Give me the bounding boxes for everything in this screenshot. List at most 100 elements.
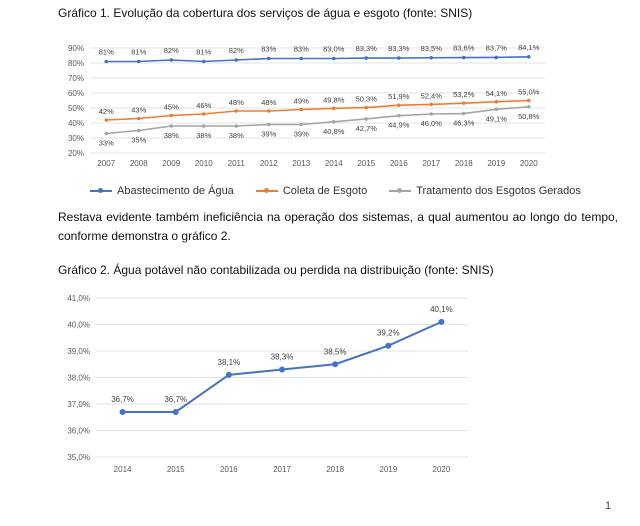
legend-label: Abastecimento de Água	[117, 185, 234, 197]
x-tick-label: 2020	[520, 159, 538, 168]
x-tick-label: 2014	[114, 465, 132, 474]
chart2-caption: Gráfico 2. Água potável não contabilizad…	[58, 263, 494, 277]
data-label: 36,7%	[164, 395, 187, 404]
data-label: 49,8%	[323, 95, 345, 104]
data-point	[136, 59, 141, 64]
data-label: 82%	[164, 46, 179, 55]
x-tick-label: 2017	[422, 159, 440, 168]
coverage-chart: 20% 30% 40% 50% 60% 70% 80% 90% 2007 2008 2009 201…	[68, 43, 545, 168]
data-point	[429, 55, 434, 60]
data-point	[396, 103, 401, 107]
x-tick-label: 2015	[167, 465, 185, 474]
x-tick-label: 2014	[325, 159, 343, 168]
chart2-gridlines	[96, 297, 468, 458]
y-tick-label: 40,0%	[67, 321, 90, 330]
data-point	[364, 56, 369, 60]
data-label: 38%	[229, 131, 244, 140]
data-label: 50,8%	[518, 112, 540, 121]
data-label: 50,3%	[356, 95, 378, 104]
x-tick-label: 2015	[357, 159, 375, 168]
x-tick-label: 2007	[97, 159, 115, 168]
data-point	[494, 55, 499, 60]
data-label: 83,5%	[421, 44, 443, 53]
data-label: 39%	[294, 130, 309, 139]
chart2-y-ticks: 35,0% 36,0% 37,0% 38,0% 39,0% 40,0% 41,0%	[67, 294, 90, 462]
data-point	[396, 56, 401, 60]
data-label: 83,3%	[356, 44, 378, 53]
data-label: 36,7%	[111, 395, 134, 404]
y-tick-label: 37,0%	[67, 400, 90, 409]
data-point	[494, 100, 499, 104]
data-label: 42%	[99, 107, 114, 116]
data-label: 39%	[261, 130, 276, 139]
y-tick-label: 60%	[68, 89, 84, 98]
data-point	[266, 122, 271, 127]
data-label: 84,1%	[518, 43, 540, 52]
data-point	[429, 112, 434, 116]
series-line	[106, 99, 529, 121]
data-label: 43%	[131, 106, 146, 115]
legend-item-abastecimento: Abastecimento de Água	[90, 185, 234, 197]
data-point	[136, 128, 141, 133]
data-point	[234, 58, 239, 62]
data-point	[299, 56, 304, 61]
data-point	[201, 59, 206, 64]
y-tick-label: 40%	[68, 119, 84, 128]
data-label: 46,3%	[453, 119, 475, 128]
data-point	[461, 111, 466, 116]
data-point	[234, 124, 239, 128]
x-tick-label: 2018	[455, 159, 473, 168]
data-point	[364, 105, 369, 110]
y-tick-label: 90%	[68, 44, 84, 53]
data-label: 52,4%	[421, 91, 443, 100]
data-label: 38,1%	[218, 358, 241, 367]
y-tick-label: 41,0%	[67, 294, 90, 303]
chart1-caption: Gráfico 1. Evolução da cobertura dos ser…	[58, 6, 473, 20]
series-line	[106, 56, 529, 63]
data-label: 83%	[294, 45, 309, 54]
data-label: 46,0%	[421, 119, 443, 128]
data-point	[526, 105, 531, 109]
data-label: 81%	[196, 48, 211, 57]
data-point	[119, 408, 126, 415]
data-label: 45%	[164, 103, 179, 112]
legend-swatch-orange	[255, 188, 278, 193]
chart1-gridlines	[90, 47, 545, 154]
y-tick-label: 80%	[68, 59, 84, 68]
x-tick-label: 2008	[130, 159, 148, 168]
data-label: 82%	[229, 46, 244, 55]
x-tick-label: 2010	[195, 159, 213, 168]
data-point	[234, 109, 239, 113]
data-label: 83,7%	[486, 43, 508, 52]
data-label: 38,3%	[271, 353, 294, 362]
x-tick-label: 2013	[292, 159, 310, 168]
data-point	[526, 98, 531, 103]
data-label: 83%	[261, 45, 276, 54]
data-point	[279, 366, 285, 373]
data-point	[438, 318, 445, 325]
x-tick-label: 2017	[273, 465, 291, 474]
data-point	[266, 56, 271, 61]
legend-swatch-gray	[389, 188, 412, 193]
chart1-x-ticks: 2007 2008 2009 2010 2011 2012 2013 2014 2015 2016…	[97, 159, 538, 168]
legend-item-tratamento: Tratamento dos Esgotos Gerados	[389, 185, 581, 197]
chart1-legend: Abastecimento de Água Coleta de Esgoto T…	[90, 185, 581, 197]
data-point	[172, 408, 179, 415]
data-point	[299, 122, 304, 127]
data-label: 53,2%	[453, 90, 475, 99]
x-tick-label: 2019	[379, 465, 397, 474]
data-label: 42,7%	[356, 124, 378, 133]
x-tick-label: 2011	[228, 159, 246, 168]
y-tick-label: 36,0%	[67, 427, 90, 436]
data-point	[385, 342, 392, 349]
x-tick-label: 2012	[260, 159, 278, 168]
data-point	[104, 118, 109, 122]
data-point	[266, 109, 271, 113]
body-paragraph: Restava evidente também ineficiência na …	[58, 210, 618, 243]
data-point	[104, 59, 109, 64]
data-label: 81%	[131, 48, 146, 57]
data-point	[494, 107, 499, 112]
data-point	[332, 361, 339, 368]
x-tick-label: 2019	[487, 159, 505, 168]
legend-label: Tratamento dos Esgotos Gerados	[416, 185, 581, 197]
